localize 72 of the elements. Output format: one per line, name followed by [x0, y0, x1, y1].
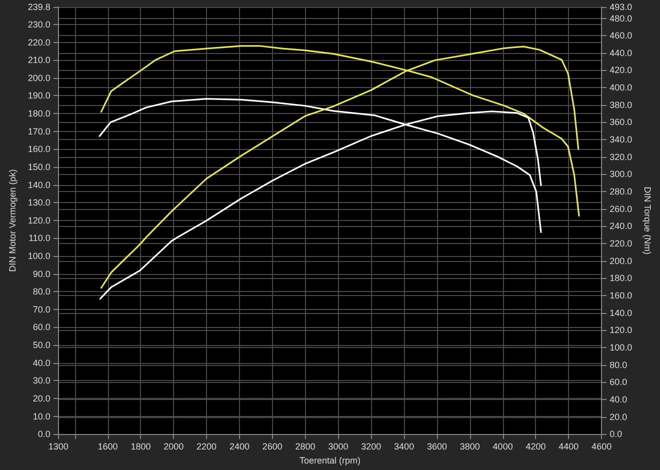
y-tick-label: 230.0 — [28, 19, 50, 30]
y-tick-label: 40.0 — [32, 358, 50, 368]
x-tick-label: 4000 — [492, 442, 513, 452]
y-tick-label: 190.0 — [28, 90, 50, 101]
y-tick-label: 150.0 — [28, 162, 50, 172]
y2-tick-label: 100.0 — [610, 342, 632, 352]
y-tick-label: 70.0 — [32, 304, 50, 314]
x-tick-label: 2600 — [262, 442, 282, 452]
y2-tick-label: 420.0 — [610, 65, 632, 76]
y2-tick-label: 440.0 — [610, 48, 632, 58]
x-tick-label: 1300 — [48, 442, 68, 452]
x-tick-label: 3800 — [460, 442, 480, 452]
y2-tick-label: 260.0 — [610, 204, 632, 214]
y-tick-label: 0.0 — [38, 429, 50, 440]
y-tick-label: 210.0 — [28, 55, 50, 66]
y-tick-label: 80.0 — [32, 286, 50, 297]
y2-tick-label: 200.0 — [610, 256, 632, 266]
y-tick-label: 90.0 — [32, 268, 50, 279]
y2-tick-label: 360.0 — [610, 117, 632, 128]
y-tick-label: 200.0 — [28, 72, 50, 83]
y2-tick-label: 120.0 — [610, 325, 632, 336]
y-tick-label: 100.0 — [28, 250, 50, 261]
y2-tick-label: 320.0 — [610, 152, 632, 162]
y-tick-label: 220.0 — [28, 37, 50, 48]
y2-tick-label: 460.0 — [610, 30, 632, 41]
y2-tick-label: 220.0 — [610, 238, 632, 249]
x-tick-label: 3400 — [394, 442, 414, 452]
y-axis-title: DIN Motor Vermogen (pk) — [8, 169, 18, 272]
y-tick-label: 160.0 — [28, 144, 50, 154]
y2-axis-title: DIN Torque (Nm) — [642, 186, 652, 254]
y2-tick-label: 140.0 — [610, 308, 632, 318]
x-tick-label: 4400 — [558, 442, 579, 452]
line-series — [100, 46, 580, 289]
y2-tick-label: 180.0 — [610, 273, 632, 284]
y2-tick-label: 60.0 — [610, 377, 628, 388]
y2-tick-label: 280.0 — [610, 186, 632, 197]
y-tick-label: 239.8 — [28, 2, 50, 12]
x-tick-label: 2800 — [295, 442, 316, 452]
y-tick-label: 50.0 — [32, 340, 50, 350]
x-tick-label: 3000 — [328, 442, 348, 452]
y2-tick-label: 20.0 — [610, 412, 628, 422]
y-tick-label: 10.0 — [32, 411, 50, 422]
x-tick-label: 2400 — [229, 442, 250, 452]
y2-tick-label: 480.0 — [610, 13, 632, 24]
y2-tick-label: 340.0 — [610, 134, 632, 145]
y2-tick-label: 300.0 — [610, 169, 632, 180]
y2-tick-label: 160.0 — [610, 290, 632, 300]
x-tick-label: 4200 — [526, 442, 546, 452]
y2-tick-label: 493.0 — [610, 2, 632, 12]
y-tick-label: 20.0 — [32, 393, 50, 404]
y2-tick-label: 80.0 — [610, 360, 628, 370]
x-axis-title: Toerental (rpm) — [299, 456, 361, 466]
y2-tick-label: 240.0 — [610, 221, 632, 232]
y2-tick-label: 400.0 — [610, 82, 632, 93]
y2-tick-label: 380.0 — [610, 100, 632, 110]
x-tick-label: 1600 — [98, 442, 118, 452]
y-tick-label: 120.0 — [28, 215, 50, 226]
x-tick-label: 3600 — [426, 442, 447, 452]
y-tick-label: 170.0 — [28, 126, 50, 136]
y-tick-label: 30.0 — [32, 376, 50, 386]
x-tick-label: 3200 — [361, 442, 382, 452]
x-tick-label: 2000 — [164, 442, 184, 452]
y2-tick-label: 0.0 — [610, 429, 622, 440]
x-tick-label: 1800 — [130, 442, 151, 452]
y-tick-label: 110.0 — [28, 233, 50, 244]
y-tick-label: 180.0 — [28, 108, 50, 119]
x-tick-label: 4600 — [592, 442, 612, 452]
y-tick-label: 60.0 — [32, 322, 50, 332]
y-tick-label: 140.0 — [28, 180, 50, 190]
y2-tick-label: 40.0 — [610, 394, 628, 404]
y-tick-label: 130.0 — [28, 198, 50, 208]
x-tick-label: 2200 — [196, 442, 217, 452]
